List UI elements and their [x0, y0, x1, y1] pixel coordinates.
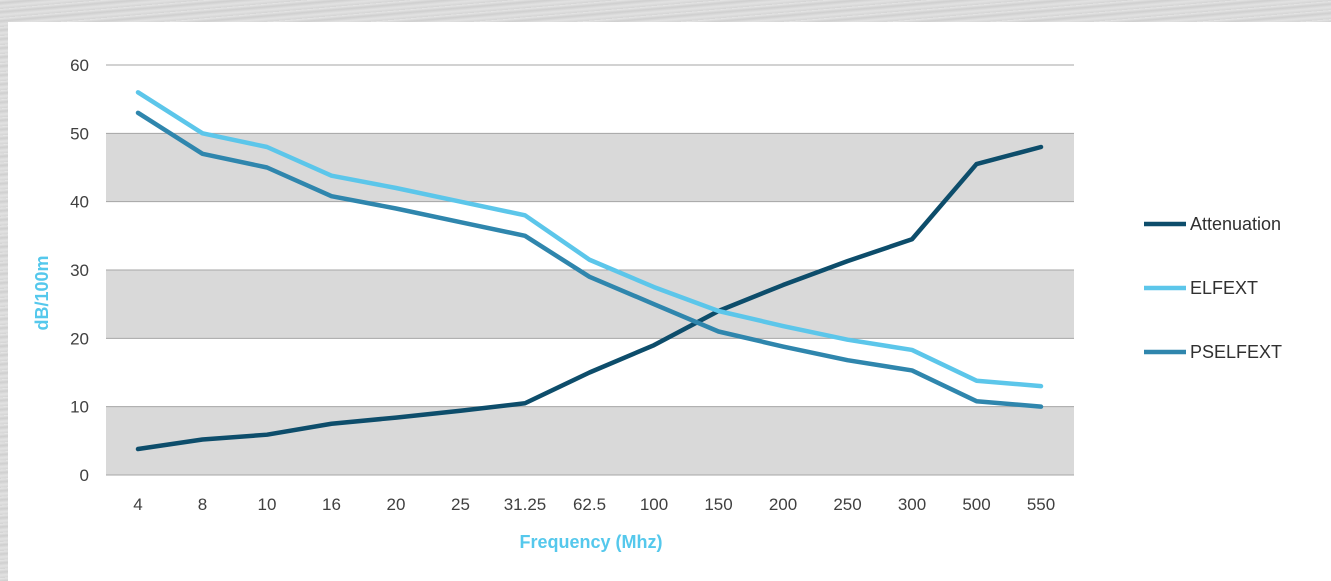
x-axis-title: Frequency (Mhz) — [519, 532, 662, 552]
series-line-elfext — [135, 90, 1044, 389]
x-tick-label: 250 — [833, 495, 861, 514]
legend-label: Attenuation — [1190, 214, 1281, 234]
grid-band — [106, 406, 1074, 475]
x-tick-label: 8 — [198, 495, 207, 514]
x-tick-label: 300 — [898, 495, 926, 514]
x-tick-label: 62.5 — [573, 495, 606, 514]
y-tick-label: 40 — [70, 193, 89, 212]
x-axis-ticks: 4 8 10 16 20 25 31.25 62.5 100 150 200 250 300 500 550 — [133, 495, 1055, 514]
y-tick-label: 30 — [70, 261, 89, 280]
legend: Attenuation ELFEXT PSELFEXT — [1144, 214, 1282, 362]
series-lines — [135, 90, 1044, 452]
x-tick-label: 550 — [1027, 495, 1055, 514]
y-tick-label: 50 — [70, 124, 89, 143]
x-tick-label: 100 — [640, 495, 668, 514]
y-axis-ticks: 0 10 20 30 40 50 60 — [70, 56, 89, 485]
x-tick-label: 25 — [451, 495, 470, 514]
x-tick-label: 10 — [258, 495, 277, 514]
series-line-attenuation — [135, 144, 1044, 452]
line-chart: 0 10 20 30 40 50 60 4 8 10 16 20 25 31.25 62.5 100 150 2… — [32, 56, 1282, 552]
grid-bands — [106, 133, 1074, 475]
grid-band — [106, 270, 1074, 339]
x-tick-label: 500 — [962, 495, 990, 514]
x-tick-label: 4 — [133, 495, 142, 514]
x-tick-label: 150 — [704, 495, 732, 514]
y-tick-label: 0 — [80, 466, 89, 485]
x-tick-label: 31.25 — [504, 495, 547, 514]
gridlines — [106, 64, 1074, 476]
y-tick-label: 60 — [70, 56, 89, 75]
y-tick-label: 10 — [70, 398, 89, 417]
x-tick-label: 200 — [769, 495, 797, 514]
x-tick-label: 16 — [322, 495, 341, 514]
series-line-pselfext — [135, 110, 1044, 409]
chart-panel: 0 10 20 30 40 50 60 4 8 10 16 20 25 31.25 62.5 100 150 2… — [8, 22, 1331, 581]
legend-label: ELFEXT — [1190, 278, 1258, 298]
y-tick-label: 20 — [70, 329, 89, 348]
legend-label: PSELFEXT — [1190, 342, 1282, 362]
y-axis-title: dB/100m — [32, 255, 52, 330]
x-tick-label: 20 — [387, 495, 406, 514]
